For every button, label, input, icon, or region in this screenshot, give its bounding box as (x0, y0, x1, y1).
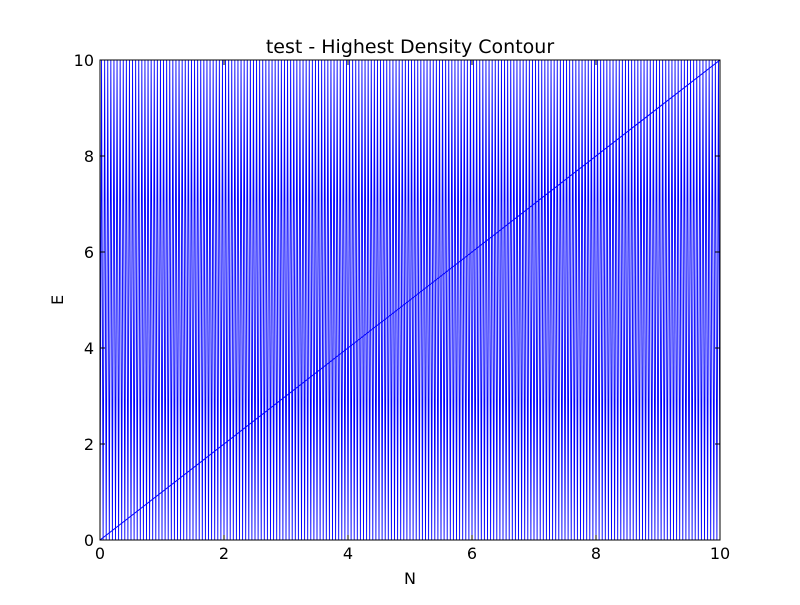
y-axis-label: E (48, 295, 67, 305)
y-tick-label: 0 (84, 531, 94, 550)
diagonal-series-line (100, 60, 720, 540)
x-tick-label: 6 (467, 544, 477, 563)
chart-title: test - Highest Density Contour (266, 36, 554, 58)
x-tick-label: 8 (591, 544, 601, 563)
y-tick-label: 6 (84, 243, 94, 262)
x-tick-label: 4 (343, 544, 353, 563)
x-tick-label: 10 (710, 544, 730, 563)
y-tick-label: 8 (84, 147, 94, 166)
x-tick-label: 2 (219, 544, 229, 563)
x-axis-label: N (404, 569, 416, 588)
y-tick-label: 2 (84, 435, 94, 454)
plot-frame (99, 59, 721, 541)
y-tick-label: 10 (74, 51, 94, 70)
x-tick-label: 0 (95, 544, 105, 563)
y-tick-label: 4 (84, 339, 94, 358)
contour-series-line (100, 60, 720, 540)
